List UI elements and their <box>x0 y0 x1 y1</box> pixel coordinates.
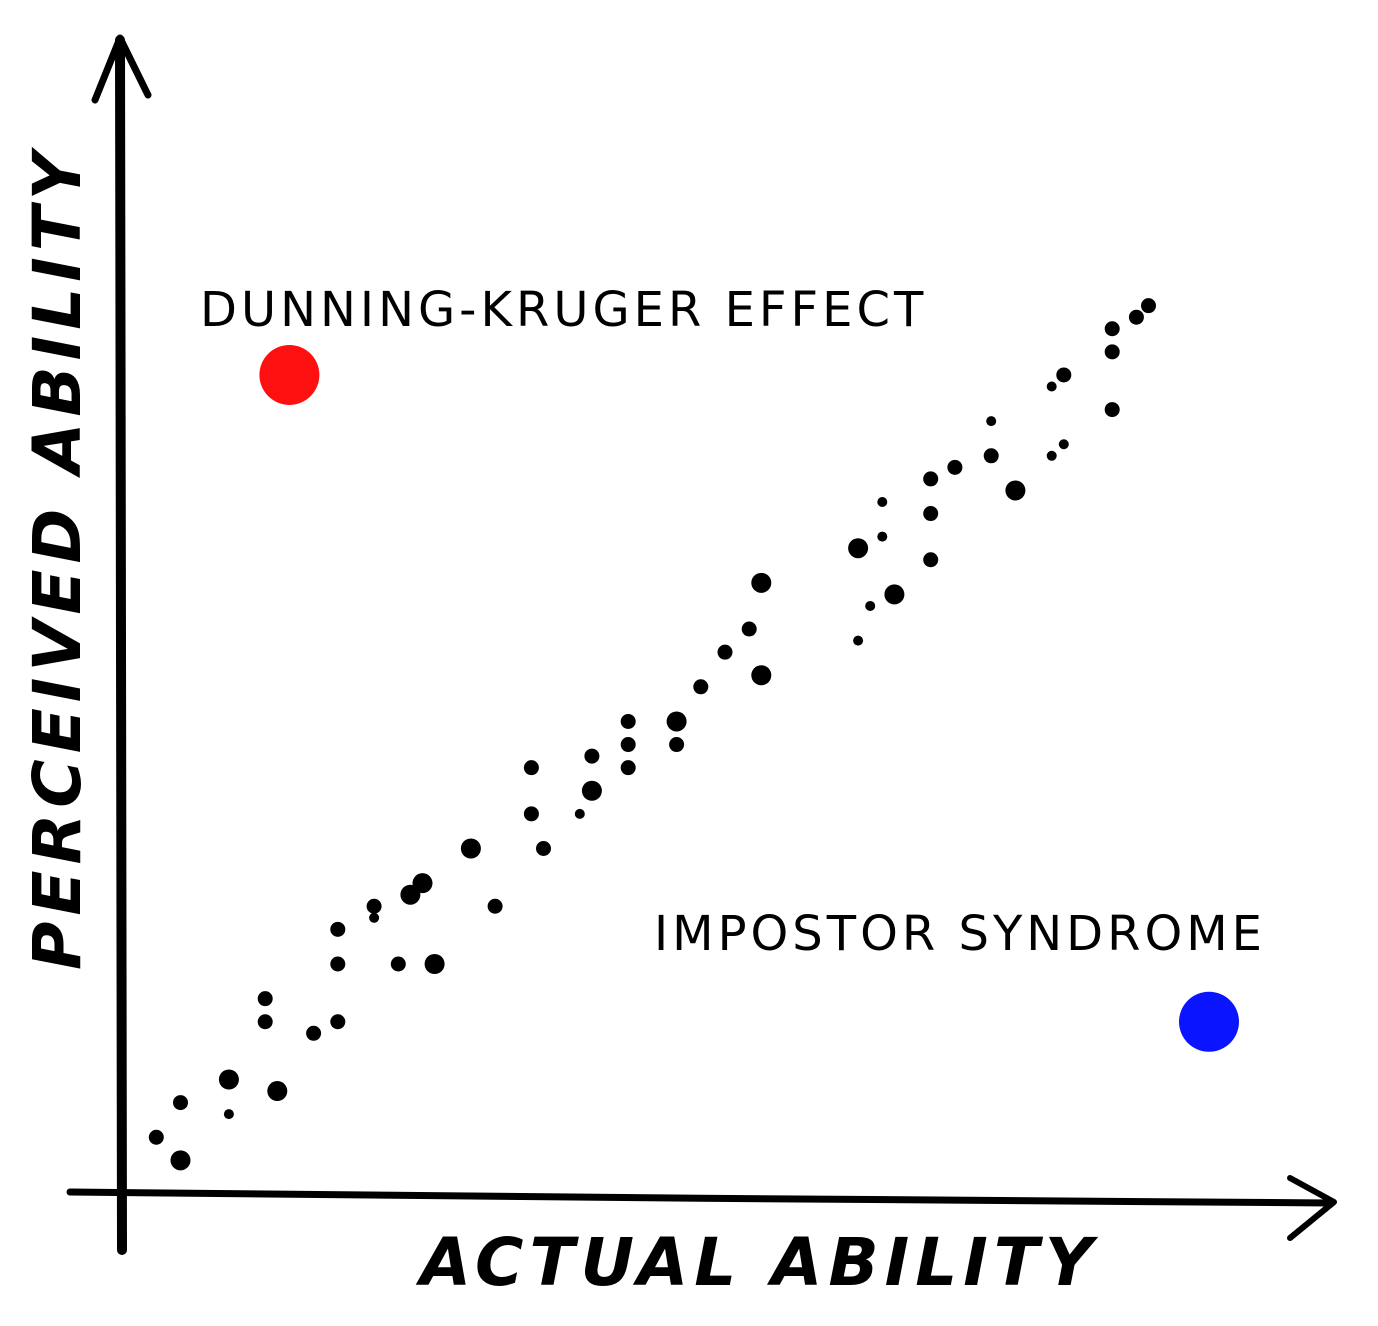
data-point <box>148 1129 164 1145</box>
data-point <box>369 912 380 923</box>
data-point <box>923 506 939 522</box>
data-point <box>669 737 685 753</box>
data-point <box>523 806 539 822</box>
data-point <box>223 1109 234 1120</box>
impostor-syndrome-marker <box>1179 991 1239 1052</box>
data-point <box>170 1150 191 1171</box>
data-point <box>1046 450 1057 461</box>
data-point <box>848 538 869 559</box>
data-point <box>666 711 687 732</box>
dunning-kruger-marker <box>259 344 320 405</box>
data-point <box>717 644 733 660</box>
x-axis-title: ACTUAL ABILITY <box>415 1224 1099 1301</box>
data-point <box>1056 367 1072 383</box>
impostor-syndrome-label: IMPOSTOR SYNDROME <box>654 906 1266 962</box>
data-point <box>1141 298 1156 314</box>
data-point <box>581 780 602 801</box>
x-axis-line <box>66 1188 1334 1207</box>
data-point <box>923 552 939 568</box>
data-point <box>751 572 772 593</box>
data-point <box>693 679 709 695</box>
data-point <box>574 808 585 819</box>
data-point <box>877 497 888 507</box>
data-point <box>366 898 382 914</box>
data-point <box>884 584 905 605</box>
y-axis-line <box>114 35 127 1255</box>
y-axis-title: PERCEIVED ABILITY <box>19 146 96 970</box>
data-point <box>1104 402 1120 418</box>
data-point <box>986 416 997 427</box>
data-point <box>267 1081 288 1102</box>
x-axis-arrowhead <box>1287 1175 1337 1241</box>
data-point <box>412 873 433 894</box>
data-point <box>1005 480 1026 501</box>
data-point <box>523 760 539 776</box>
annotations: DUNNING-KRUGER EFFECT IMPOSTOR SYNDROME <box>200 282 1266 1052</box>
data-point <box>923 471 939 487</box>
data-point <box>947 459 963 475</box>
data-point <box>865 600 876 611</box>
data-point <box>741 621 757 637</box>
data-point <box>1104 344 1120 360</box>
data-point <box>1058 439 1069 450</box>
data-point <box>306 1025 322 1041</box>
data-point <box>487 898 503 914</box>
data-point <box>620 760 636 776</box>
data-point <box>330 921 346 937</box>
data-point <box>1104 321 1120 337</box>
data-point <box>460 838 481 859</box>
data-point <box>257 991 273 1007</box>
data-point <box>330 956 346 972</box>
data-point <box>983 448 999 464</box>
data-point <box>584 748 600 764</box>
data-point <box>620 713 636 729</box>
data-point <box>1046 381 1057 392</box>
data-point <box>218 1069 239 1090</box>
data-point <box>1128 309 1144 325</box>
data-points <box>148 298 1156 1171</box>
data-point <box>390 956 406 972</box>
data-point <box>257 1014 273 1030</box>
dunning-kruger-label: DUNNING-KRUGER EFFECT <box>200 282 927 338</box>
data-point <box>173 1095 188 1111</box>
data-point <box>536 841 551 856</box>
data-point <box>424 954 445 974</box>
data-point <box>620 737 636 753</box>
data-point <box>877 531 888 542</box>
y-axis-arrowhead <box>91 34 152 104</box>
data-point <box>330 1014 346 1030</box>
data-point <box>853 635 864 646</box>
data-point <box>751 665 772 686</box>
